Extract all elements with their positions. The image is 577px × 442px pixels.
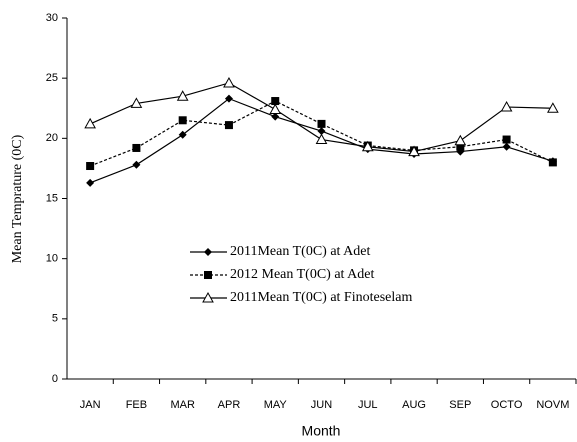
data-point	[84, 117, 96, 129]
data-point	[86, 178, 95, 187]
data-point	[132, 160, 141, 169]
data-point	[456, 142, 465, 151]
legend-label: 2011Mean T(0C) at Adet	[230, 244, 370, 259]
x-tick-label: AUG	[402, 399, 426, 411]
x-tick-label: NOVM	[536, 399, 569, 411]
x-tick-label: APR	[218, 399, 241, 411]
x-tick-label: MAY	[264, 399, 288, 411]
x-tick-label: JUL	[358, 399, 378, 411]
data-point	[317, 127, 326, 136]
data-point	[548, 158, 557, 167]
data-point	[178, 130, 187, 139]
y-tick-label: 0	[52, 373, 58, 385]
data-point	[361, 140, 374, 152]
legend-marker	[204, 271, 212, 279]
y-tick-label: 15	[46, 192, 58, 204]
x-tick-label: OCTO	[491, 399, 523, 411]
data-point	[408, 145, 420, 157]
data-point	[130, 97, 143, 108]
data-point	[224, 94, 233, 103]
x-tick-label: SEP	[449, 399, 471, 411]
data-point	[176, 90, 189, 101]
x-axis-title: Month	[302, 423, 341, 439]
data-point	[132, 143, 141, 152]
legend-label: 2012 Mean T(0C) at Adet	[230, 267, 374, 282]
data-point	[500, 101, 513, 112]
data-point	[271, 97, 280, 106]
data-point	[224, 121, 233, 130]
x-tick-label: JUN	[311, 399, 332, 411]
data-point	[86, 162, 95, 171]
x-tick-label: FEB	[126, 399, 147, 411]
y-tick-label: 30	[46, 12, 58, 24]
data-point	[315, 133, 328, 145]
y-tick-label: 25	[46, 72, 58, 84]
x-tick-label: JAN	[80, 399, 101, 411]
data-point	[502, 142, 511, 151]
data-point	[269, 103, 282, 114]
x-tick-label: MAR	[170, 399, 195, 411]
series-line	[89, 100, 554, 167]
y-tick-label: 5	[52, 313, 58, 325]
data-point	[547, 102, 559, 113]
data-point	[502, 135, 511, 144]
y-tick-label: 20	[46, 132, 58, 144]
y-tick-label: 10	[46, 253, 58, 265]
data-point	[223, 76, 235, 88]
legend-marker	[202, 291, 214, 303]
legend-label: 2011Mean T(0C) at Finoteselam	[230, 290, 412, 305]
y-axis-title: Mean Temprature (0C)	[10, 134, 25, 263]
data-point	[454, 134, 467, 146]
data-point	[178, 116, 187, 125]
legend-marker	[204, 248, 212, 256]
data-point	[271, 112, 280, 121]
data-point	[317, 119, 326, 128]
